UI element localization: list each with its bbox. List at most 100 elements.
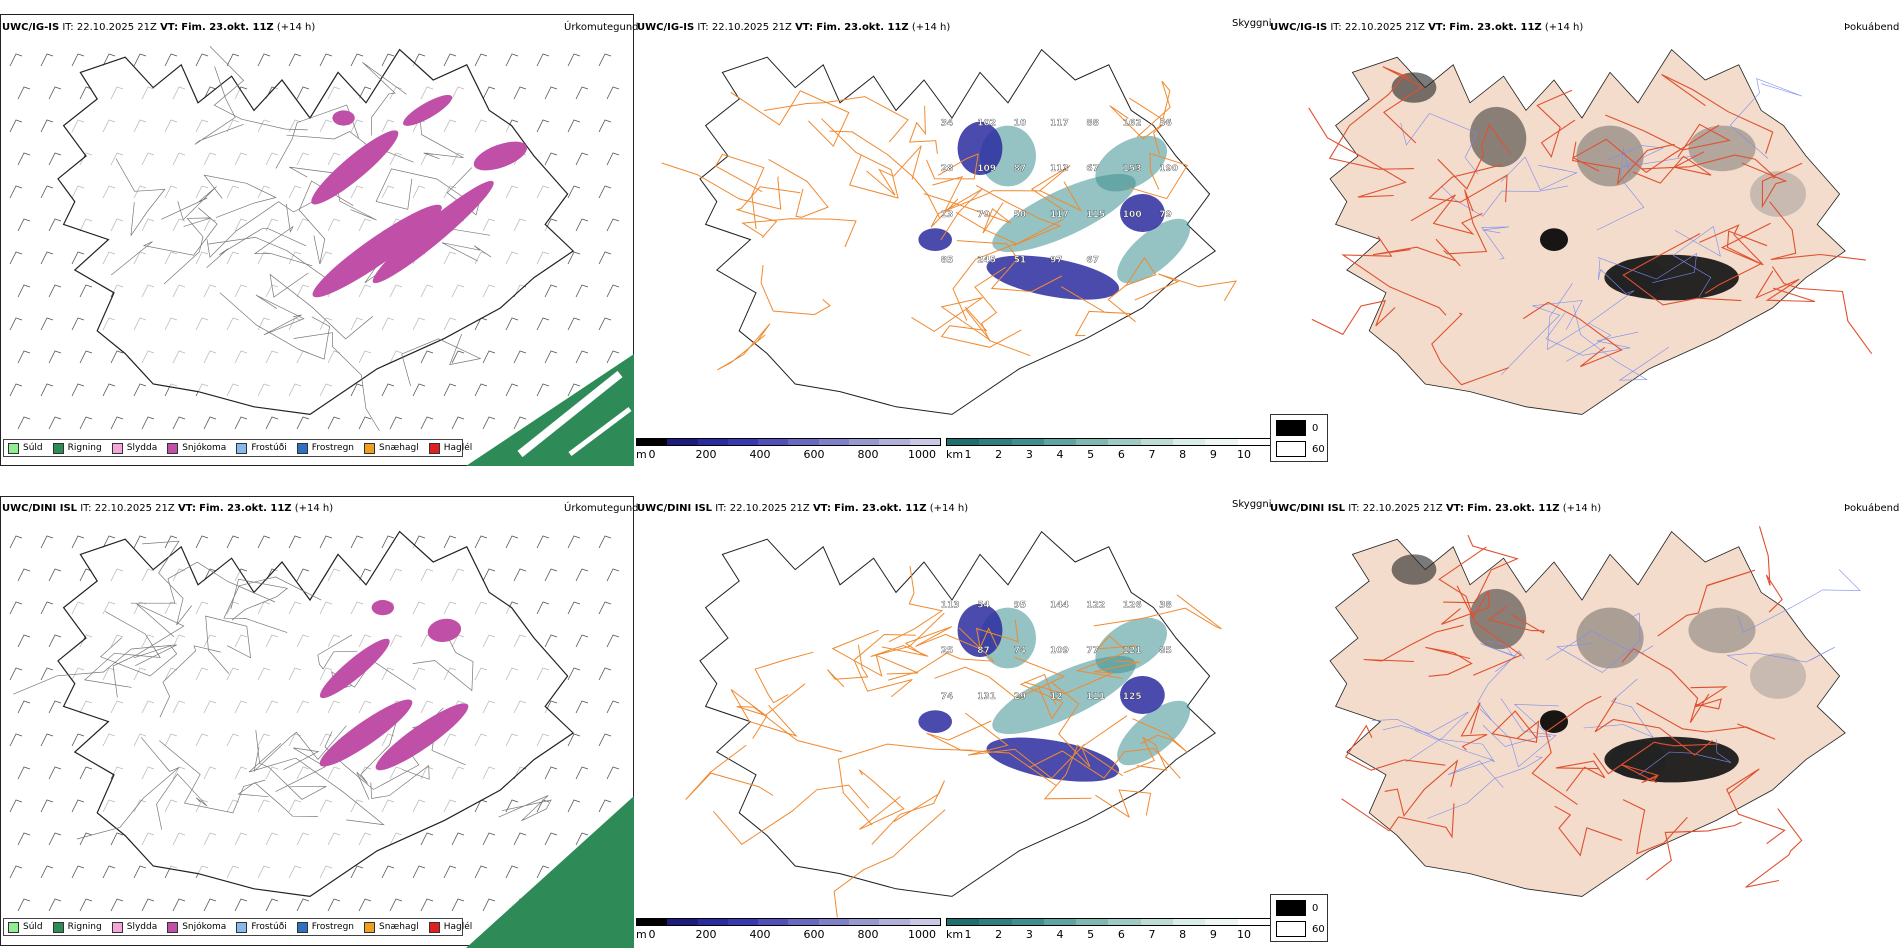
road-line — [1344, 724, 1446, 771]
road-line — [926, 153, 979, 180]
road-line — [1522, 301, 1623, 368]
model-name: UWC/IG-IS — [2, 22, 60, 33]
fog-legend-row: 0 — [1276, 900, 1318, 916]
road-line — [940, 306, 1022, 348]
ceiling-height-label: 50 — [1014, 210, 1027, 220]
road-line — [1554, 805, 1623, 857]
road-line — [1769, 201, 1866, 261]
road-line — [1482, 703, 1559, 747]
row2-ceiling-ticks: 0 200 400 600 800 1000 — [648, 928, 937, 941]
colorbar-segment — [1011, 439, 1044, 445]
road-line — [1363, 624, 1464, 663]
road-line — [1741, 162, 1803, 209]
colorbar-segment — [909, 439, 940, 445]
road-line — [833, 809, 946, 918]
road-line — [1771, 266, 1873, 355]
row1-ceiling-unit: m — [636, 448, 647, 461]
ceiling-height-label: 102 — [977, 119, 996, 129]
swatch — [296, 921, 308, 933]
road-line — [1545, 312, 1639, 356]
legend-item: Snjókoma — [167, 921, 226, 933]
legend-item: Súld — [8, 921, 43, 933]
road-line — [1371, 718, 1495, 763]
low-ceiling-area — [986, 737, 1120, 782]
colorbar-segment — [879, 439, 910, 445]
road-line — [1607, 145, 1698, 168]
colorbar-segment — [879, 919, 910, 925]
road-line — [1622, 233, 1742, 306]
ceiling-height-label: 113 — [1050, 164, 1069, 174]
low-ceiling-area — [1120, 676, 1165, 714]
colorbar-tick-label: 8 — [1179, 928, 1187, 941]
ceiling-height-label: 85 — [941, 255, 954, 265]
road-line — [1583, 678, 1654, 738]
ceiling-height-label: 109 — [1050, 646, 1069, 656]
road-line — [1657, 569, 1756, 637]
colorbar-tick-label: 10 — [1237, 928, 1251, 941]
road-line — [964, 712, 1086, 779]
colorbar-tick-label: 6 — [1117, 448, 1125, 461]
road-line — [975, 619, 1019, 650]
road-line — [1672, 225, 1721, 298]
colorbar-segment — [637, 439, 668, 445]
colorbar-tick-label: 0 — [648, 928, 656, 941]
road-line — [1556, 612, 1641, 673]
road-line — [1487, 606, 1545, 634]
swatch — [52, 442, 64, 454]
ceiling-height-label: 113 — [941, 601, 960, 611]
road-line — [1127, 152, 1189, 200]
ceiling-height-label: 117 — [1050, 210, 1069, 220]
colorbar-tick-label: 6 — [1117, 928, 1125, 941]
road-line — [934, 656, 1066, 699]
fog-shade-area — [1576, 607, 1644, 669]
legend-item: Snæhagl — [364, 921, 419, 933]
road-line — [1431, 312, 1509, 386]
road-line — [1428, 164, 1508, 203]
ceiling-height-label: 95 — [1014, 601, 1027, 611]
road-line — [974, 266, 1031, 357]
colorbar-tick-label: 1000 — [908, 448, 936, 461]
swatch — [364, 442, 376, 454]
swatch — [428, 921, 440, 933]
colorbar-segment — [818, 919, 850, 925]
road-line — [1726, 646, 1835, 666]
ceiling-height-label: 51 — [1014, 255, 1027, 265]
road-line — [661, 162, 782, 210]
road-line — [730, 90, 850, 147]
road-line — [1587, 258, 1635, 325]
legend-item: Rigning — [52, 442, 102, 454]
row2-fog-label: Þokuábendi — [1844, 503, 1900, 514]
fog-shade-area — [1540, 228, 1568, 252]
colorbar-tick-label: 0 — [648, 448, 656, 461]
road-line — [760, 265, 831, 316]
legend-item: Súld — [8, 442, 43, 454]
row2-cloud-label: Skyggni — [1232, 499, 1272, 510]
swatch — [364, 921, 376, 933]
road-line — [1093, 594, 1222, 630]
colorbar-segment — [697, 919, 728, 925]
swatch — [167, 442, 179, 454]
legend-item: Haglél — [428, 921, 472, 933]
road-line — [1107, 256, 1157, 323]
colorbar-segment — [1140, 919, 1174, 925]
fog-shade-area — [1610, 258, 1666, 297]
ceiling-height-label: 10 — [1014, 119, 1027, 129]
row1-visibility-colorbar — [946, 438, 1271, 446]
ceiling-map: 113 54 95 144 122 126 38 25 87 74 109 77 121 85 74 131 2… — [685, 530, 1222, 918]
colorbar-tick-label: 7 — [1148, 928, 1156, 941]
road-line — [837, 743, 973, 826]
colorbar-tick-label: 10 — [1237, 448, 1251, 461]
road-line — [1645, 821, 1742, 881]
swatch — [296, 442, 308, 454]
road-line — [1109, 105, 1170, 155]
row1-fog-title: UWC/IG-IS IT: 22.10.2025 21Z VT: Fim. 23… — [1270, 22, 1584, 33]
road-line — [1571, 141, 1675, 186]
colorbar-tick-label: 400 — [749, 928, 771, 941]
road-line — [1410, 194, 1483, 235]
road-line — [1123, 736, 1168, 774]
row2-precip-panel — [0, 496, 634, 946]
legend-item: Frostregn — [296, 921, 354, 933]
road-line — [1132, 718, 1188, 753]
road-line — [1501, 300, 1583, 375]
road-line — [821, 118, 899, 199]
